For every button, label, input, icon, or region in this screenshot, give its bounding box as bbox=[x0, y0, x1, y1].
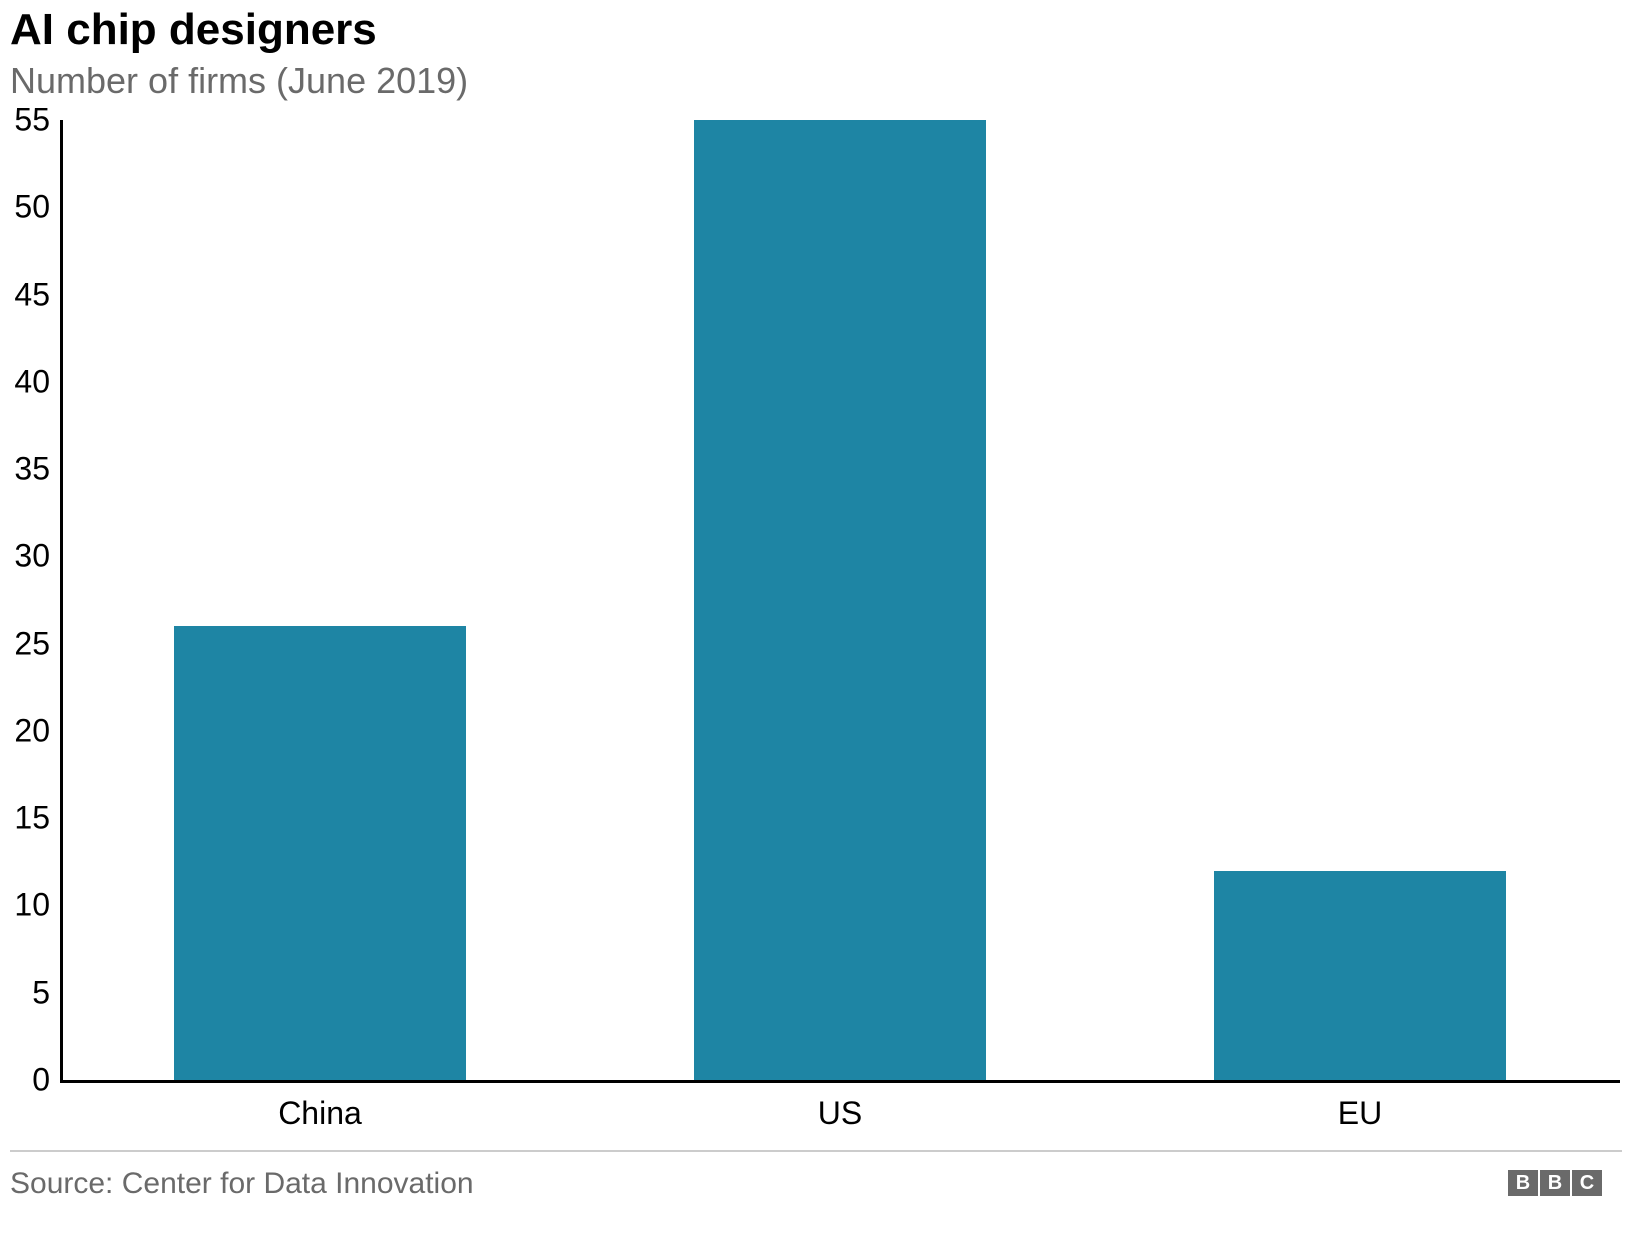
y-tick-label: 15 bbox=[0, 800, 50, 837]
y-tick-label: 5 bbox=[0, 974, 50, 1011]
y-tick-label: 20 bbox=[0, 712, 50, 749]
bar bbox=[694, 120, 985, 1080]
y-tick-label: 40 bbox=[0, 363, 50, 400]
logo-letter: B bbox=[1540, 1170, 1570, 1196]
bar bbox=[174, 626, 465, 1080]
chart-container: AI chip designers Number of firms (June … bbox=[0, 0, 1632, 1234]
y-tick-label: 30 bbox=[0, 538, 50, 575]
chart-footer: Source: Center for Data Innovation BBC bbox=[10, 1150, 1622, 1201]
y-tick-label: 50 bbox=[0, 189, 50, 226]
chart-title: AI chip designers bbox=[0, 0, 1632, 55]
logo-letter: C bbox=[1572, 1170, 1602, 1196]
bar bbox=[1214, 871, 1505, 1080]
y-tick-label: 35 bbox=[0, 451, 50, 488]
x-tick-label: China bbox=[278, 1095, 362, 1132]
bbc-logo: BBC bbox=[1508, 1170, 1602, 1196]
y-tick-label: 10 bbox=[0, 887, 50, 924]
y-tick-label: 25 bbox=[0, 625, 50, 662]
x-tick-label: US bbox=[818, 1095, 862, 1132]
x-tick-label: EU bbox=[1338, 1095, 1382, 1132]
x-axis-labels: China US EU bbox=[60, 1080, 1620, 1130]
source-text: Source: Center for Data Innovation bbox=[10, 1167, 1622, 1201]
y-axis-line bbox=[60, 120, 63, 1080]
y-tick-label: 0 bbox=[0, 1062, 50, 1099]
plot-area bbox=[60, 120, 1620, 1080]
y-tick-label: 55 bbox=[0, 102, 50, 139]
logo-letter: B bbox=[1508, 1170, 1538, 1196]
chart-subtitle: Number of firms (June 2019) bbox=[0, 55, 1632, 102]
y-tick-label: 45 bbox=[0, 276, 50, 313]
y-axis: 0510152025303540455055 bbox=[0, 120, 60, 1080]
